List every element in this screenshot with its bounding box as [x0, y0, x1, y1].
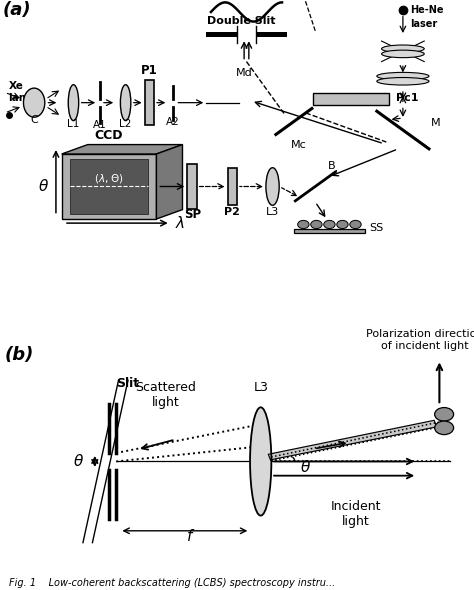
Bar: [228, 168, 237, 205]
Text: A2: A2: [166, 117, 180, 127]
Ellipse shape: [23, 88, 45, 117]
Text: Fig. 1    Low-coherent backscattering (LCBS) spectroscopy instru...: Fig. 1 Low-coherent backscattering (LCBS…: [9, 578, 336, 588]
Text: C: C: [30, 115, 38, 125]
Ellipse shape: [382, 45, 424, 53]
Text: laser: laser: [410, 19, 437, 29]
Text: Double Slit: Double Slit: [208, 16, 276, 25]
Text: $\lambda$: $\lambda$: [175, 215, 185, 231]
Polygon shape: [268, 420, 437, 460]
Ellipse shape: [250, 407, 272, 516]
Ellipse shape: [120, 85, 131, 120]
Circle shape: [324, 221, 335, 228]
Text: L2: L2: [119, 119, 132, 129]
Text: SP: SP: [184, 208, 201, 221]
Text: ($\lambda$, $\Theta$): ($\lambda$, $\Theta$): [94, 172, 124, 185]
Text: $\theta$: $\theta$: [73, 454, 84, 470]
Text: B: B: [328, 160, 336, 171]
Text: Scattered
light: Scattered light: [136, 381, 196, 409]
Text: M: M: [431, 118, 441, 128]
Bar: [206, 32, 237, 37]
Text: A1: A1: [92, 120, 107, 130]
Text: CCD: CCD: [95, 129, 123, 142]
Text: $\theta$: $\theta$: [38, 179, 49, 195]
Bar: [294, 228, 365, 234]
Bar: [256, 32, 287, 37]
Text: $\theta$: $\theta$: [300, 459, 311, 476]
Bar: [187, 164, 197, 209]
Polygon shape: [62, 145, 182, 154]
Circle shape: [435, 421, 454, 435]
Text: P2: P2: [224, 206, 240, 217]
Text: He-Ne: He-Ne: [410, 5, 444, 15]
Bar: [313, 93, 389, 106]
Text: Mc: Mc: [291, 140, 307, 150]
Circle shape: [311, 221, 322, 228]
Ellipse shape: [382, 50, 424, 58]
Text: Polarization direction
of incident light: Polarization direction of incident light: [366, 329, 474, 351]
Text: L3: L3: [266, 206, 279, 217]
Circle shape: [337, 221, 348, 228]
Text: (a): (a): [2, 1, 31, 19]
Circle shape: [435, 408, 454, 421]
Ellipse shape: [266, 168, 279, 205]
Ellipse shape: [68, 85, 79, 120]
Text: SS: SS: [370, 222, 384, 232]
Text: L1: L1: [67, 119, 80, 129]
Text: f: f: [187, 529, 192, 544]
Ellipse shape: [377, 77, 429, 85]
Circle shape: [350, 221, 361, 228]
Bar: [145, 80, 154, 125]
Text: lamp: lamp: [9, 93, 37, 103]
Text: Pc1: Pc1: [396, 93, 418, 103]
Text: P1: P1: [141, 64, 158, 77]
Text: (b): (b): [4, 346, 34, 364]
Text: Md: Md: [236, 68, 253, 78]
Circle shape: [298, 221, 309, 228]
Polygon shape: [156, 145, 182, 219]
Text: Incident
light: Incident light: [330, 500, 381, 529]
Ellipse shape: [377, 73, 429, 80]
Text: Xe: Xe: [9, 81, 23, 91]
Text: L3: L3: [253, 381, 268, 394]
Text: Slit: Slit: [117, 377, 139, 390]
Polygon shape: [62, 154, 156, 219]
Polygon shape: [70, 159, 148, 214]
